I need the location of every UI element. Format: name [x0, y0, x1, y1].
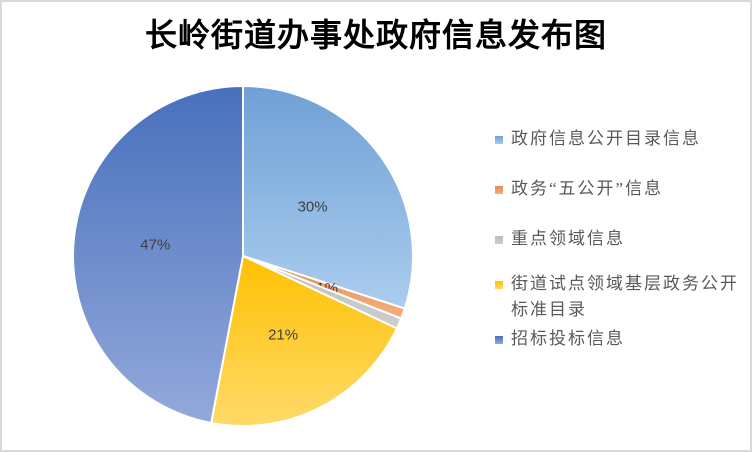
legend-key-icon: [495, 336, 503, 344]
legend-label: 街道试点领域基层政务公开标准目录: [511, 274, 739, 319]
legend: 政府信息公开目录信息 政务“五公开”信息 重点领域信息街道试点领域基层政务公开标准目…: [495, 0, 741, 452]
pie-slice-3: [209, 254, 399, 427]
legend-key-icon: [495, 136, 503, 144]
pie-data-label-3: 21%: [268, 326, 298, 343]
legend-item-1: 政务“五公开”信息: [495, 176, 745, 202]
legend-label: 政务“五公开”信息: [511, 179, 664, 198]
legend-key-icon: [495, 236, 503, 244]
legend-key-icon: [495, 186, 503, 194]
pie-data-label-4: 47%: [140, 237, 170, 254]
pie-data-label-0: 30%: [298, 199, 328, 216]
chart-title: 长岭街道办事处政府信息发布图: [144, 17, 607, 53]
legend-item-4: 招标投标信息: [495, 326, 745, 352]
pie-slice-0: [242, 84, 414, 310]
pie-slice-4: [71, 84, 244, 425]
legend-label: 政府信息公开目录信息: [511, 129, 701, 148]
legend-key-icon: [495, 281, 503, 289]
legend-item-2: 重点领域信息: [495, 226, 745, 252]
legend-label: 重点领域信息: [511, 229, 625, 248]
legend-item-0: 政府信息公开目录信息: [495, 126, 745, 152]
legend-label: 招标投标信息: [511, 329, 625, 348]
legend-item-3: 街道试点领域基层政务公开标准目录: [495, 271, 745, 323]
